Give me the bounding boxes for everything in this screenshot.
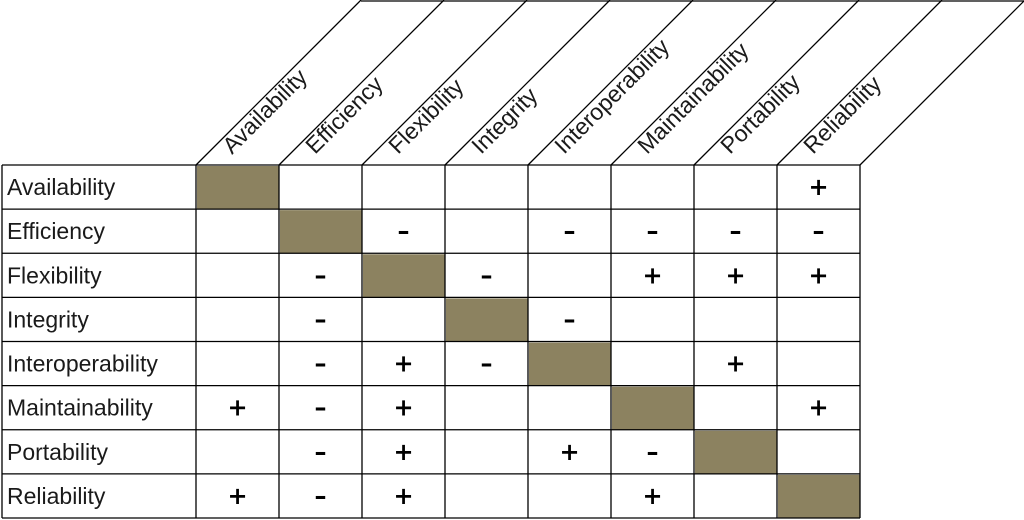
positive-mark-reliability-flexibility: + [393, 482, 413, 510]
diagonal-cell-integrity [446, 298, 528, 342]
diagonal-cell-maintainability [612, 386, 694, 430]
negative-mark-flexibility-efficiency: – [315, 261, 327, 289]
row-label-availability: Availability [7, 174, 116, 200]
row-labels: Availability Efficiency Flexibility Integri… [7, 174, 158, 509]
diagonal-cell-portability [695, 430, 777, 474]
negative-mark-flexibility-integrity: – [481, 261, 493, 289]
negative-mark-efficiency-reliability: – [813, 217, 825, 245]
column-label-efficiency: Efficiency [300, 70, 388, 158]
header-slant-line [776, 0, 943, 166]
column-label-integrity: Integrity [466, 82, 543, 159]
header-slant-line [444, 0, 611, 166]
negative-mark-efficiency-interoperability: – [564, 217, 576, 245]
column-label-availability: Availability [217, 63, 312, 158]
positive-mark-reliability-maintainability: + [642, 482, 662, 510]
matrix-cells [197, 166, 860, 518]
diagonal-cell-flexibility [363, 254, 445, 298]
positive-mark-maintainability-availability: + [227, 394, 247, 422]
positive-mark-portability-interoperability: + [559, 438, 579, 466]
negative-mark-interoperability-efficiency: – [315, 350, 327, 378]
row-label-integrity: Integrity [7, 306, 89, 332]
row-label-efficiency: Efficiency [7, 218, 106, 244]
column-label-flexibility: Flexibility [383, 73, 469, 159]
positive-mark-portability-flexibility: + [393, 438, 413, 466]
column-label-reliability: Reliability [798, 70, 886, 158]
header-slant-line [859, 0, 1024, 166]
negative-mark-integrity-interoperability: – [564, 305, 576, 333]
negative-mark-reliability-efficiency: – [315, 482, 327, 510]
negative-mark-efficiency-maintainability: – [647, 217, 659, 245]
negative-mark-portability-maintainability: – [647, 438, 659, 466]
negative-mark-integrity-efficiency: – [315, 305, 327, 333]
header-slant-line [693, 0, 860, 166]
row-label-reliability: Reliability [7, 483, 106, 509]
column-labels: AvailabilityEfficiencyFlexibilityIntegri… [217, 33, 886, 158]
header-slant-line [278, 0, 445, 166]
row-label-flexibility: Flexibility [7, 262, 102, 288]
negative-mark-efficiency-portability: – [730, 217, 742, 245]
header-slant-line [610, 0, 777, 166]
negative-mark-portability-efficiency: – [315, 438, 327, 466]
negative-mark-interoperability-integrity: – [481, 350, 493, 378]
row-label-interoperability: Interoperability [7, 351, 158, 377]
diagonal-cell-interoperability [529, 342, 611, 386]
positive-mark-flexibility-portability: + [725, 261, 745, 289]
positive-mark-availability-reliability: + [808, 173, 828, 201]
header-slant-line [527, 0, 694, 166]
row-label-maintainability: Maintainability [7, 395, 153, 421]
diagonal-cell-efficiency [280, 210, 362, 254]
positive-mark-maintainability-reliability: + [808, 394, 828, 422]
header-slant-line [361, 0, 528, 166]
matrix-symbols: + – – – – – – – + + + – – – + – + + – + + – + + – + – + + [227, 173, 828, 510]
positive-mark-flexibility-reliability: + [808, 261, 828, 289]
positive-mark-interoperability-portability: + [725, 350, 745, 378]
positive-mark-reliability-availability: + [227, 482, 247, 510]
positive-mark-interoperability-flexibility: + [393, 350, 413, 378]
positive-mark-maintainability-flexibility: + [393, 394, 413, 422]
row-label-portability: Portability [7, 439, 108, 465]
positive-mark-flexibility-maintainability: + [642, 261, 662, 289]
negative-mark-maintainability-efficiency: – [315, 394, 327, 422]
negative-mark-efficiency-flexibility: – [398, 217, 410, 245]
diagonal-cell-reliability [778, 474, 860, 518]
column-label-portability: Portability [715, 68, 805, 158]
header-slant-line [195, 0, 362, 166]
diagonal-cell-availability [197, 166, 279, 210]
